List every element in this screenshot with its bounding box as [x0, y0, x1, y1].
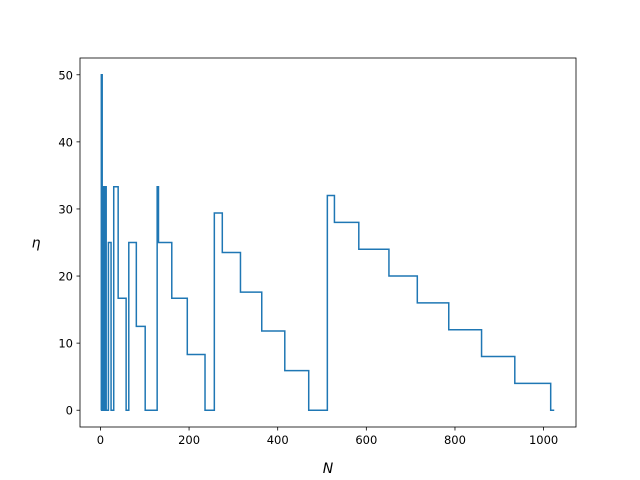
- x-tick-label: 600: [355, 433, 377, 447]
- x-tick-label: 1000: [529, 433, 558, 447]
- x-tick-label: 800: [444, 433, 466, 447]
- y-tick-label: 10: [58, 337, 73, 351]
- x-axis-label: N: [323, 461, 334, 477]
- x-tick-label: 0: [97, 433, 104, 447]
- x-tick-label: 200: [178, 433, 200, 447]
- plot-area: [100, 74, 555, 411]
- y-axis-label: η: [32, 236, 41, 252]
- x-tick-label: 400: [267, 433, 289, 447]
- y-tick-label: 40: [58, 135, 73, 149]
- axes: 0 200 400 600 800 1000 0 10 20 30 40 50: [58, 57, 577, 447]
- y-tick-label: 50: [58, 68, 73, 82]
- axes-frame: [79, 57, 577, 428]
- y-tick-label: 0: [66, 404, 73, 418]
- y-tick-label: 20: [58, 270, 73, 284]
- series-line-0: [100, 74, 555, 411]
- y-tick-label: 30: [58, 202, 73, 216]
